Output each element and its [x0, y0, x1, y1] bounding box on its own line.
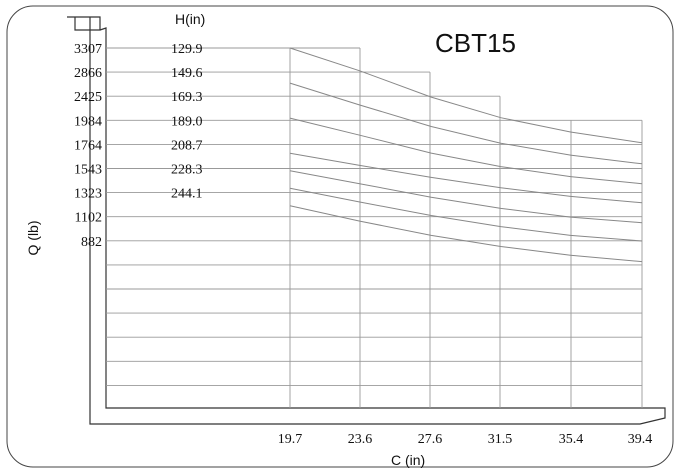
- series-line: [289, 117, 643, 185]
- y-tick-label: 1102: [75, 211, 102, 226]
- series-line: [289, 152, 643, 204]
- x-tick-label: 27.6: [418, 432, 443, 447]
- y-tick-label: 2866: [74, 66, 102, 81]
- chart-frame: [6, 5, 674, 468]
- height-label: 244.1: [171, 187, 203, 202]
- y-tick-label: 1543: [74, 163, 102, 178]
- height-axis-label: H(in): [175, 11, 205, 27]
- y-tick-label: 882: [81, 235, 102, 250]
- y-tick-label: 1984: [74, 114, 102, 129]
- grid-layer: [106, 47, 643, 408]
- curve-layer: [289, 47, 643, 263]
- label-layer: 3307 2866 2425 1984 1764 1543 1323 1102 882 129.9…: [74, 42, 652, 447]
- x-tick-label: 19.7: [278, 432, 303, 447]
- y-tick-label: 1323: [74, 187, 102, 202]
- series-line: [289, 170, 643, 224]
- height-label: 129.9: [171, 42, 203, 57]
- height-label: 169.3: [171, 90, 203, 105]
- chart-title: CBT15: [435, 28, 516, 58]
- height-label: 208.7: [171, 138, 203, 153]
- x-axis-label: C (in): [391, 452, 425, 468]
- mast-outline: [67, 16, 666, 425]
- x-tick-label: 39.4: [628, 432, 653, 447]
- y-axis-label: Q (lb): [25, 221, 41, 256]
- series-line: [289, 187, 643, 242]
- y-tick-label: 3307: [74, 42, 102, 57]
- y-tick-label: 2425: [74, 90, 102, 105]
- series-line: [289, 82, 643, 165]
- x-tick-label: 35.4: [559, 432, 584, 447]
- height-label: 228.3: [171, 163, 203, 178]
- x-tick-label: 23.6: [348, 432, 373, 447]
- series-line: [289, 47, 643, 144]
- x-tick-label: 31.5: [488, 432, 513, 447]
- height-label: 149.6: [171, 66, 203, 81]
- y-tick-label: 1764: [74, 138, 102, 153]
- height-label: 189.0: [171, 114, 203, 129]
- series-line: [289, 205, 643, 263]
